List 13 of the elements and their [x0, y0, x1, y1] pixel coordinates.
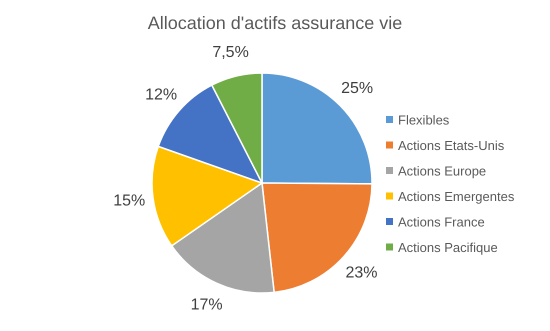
legend-label: Flexibles	[398, 112, 450, 128]
legend-label: Actions Emergentes	[398, 189, 515, 204]
data-label: 12%	[145, 86, 178, 104]
chart-title: Allocation d'actifs assurance vie	[148, 13, 402, 33]
data-label: 7,5%	[212, 44, 249, 62]
legend-label: Actions Etats-Unis	[398, 138, 505, 153]
legend-label: Actions Pacifique	[398, 240, 498, 255]
legend-label: Actions Europe	[398, 164, 486, 178]
data-label: 17%	[190, 296, 223, 314]
data-label: 23%	[345, 264, 378, 282]
legend-label: Actions France	[398, 214, 485, 230]
data-label: 15%	[113, 192, 146, 210]
data-label: 25%	[341, 80, 374, 98]
